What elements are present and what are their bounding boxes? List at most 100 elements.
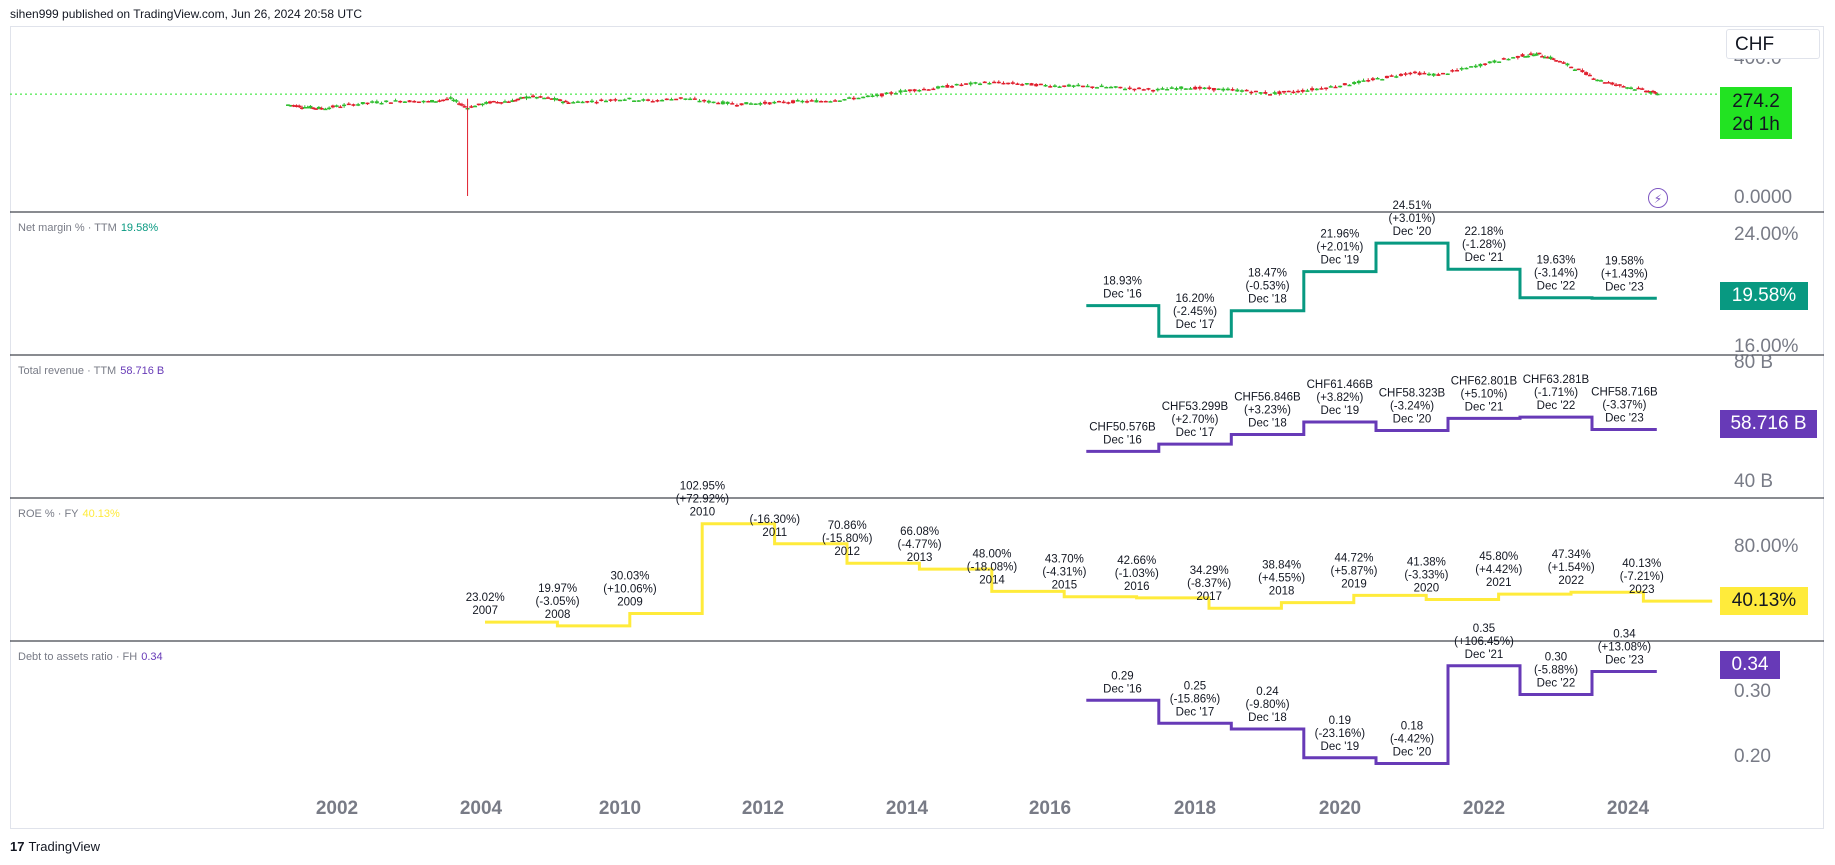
- roe-badge: 40.13%: [1720, 587, 1808, 615]
- candle-body: [1347, 84, 1352, 87]
- candle-body: [828, 101, 833, 103]
- roe-label-12-1: (+5.87%): [1331, 565, 1378, 577]
- candle-body: [1445, 73, 1450, 76]
- candle-body: [1006, 82, 1011, 85]
- lightning-icon[interactable]: ⚡: [1648, 188, 1668, 208]
- candle-body: [1333, 86, 1338, 89]
- candle-body: [926, 89, 931, 91]
- revenue-label-7-2: Dec '23: [1605, 412, 1644, 424]
- candle-body: [1551, 58, 1556, 60]
- candle-body: [342, 104, 347, 107]
- roe-label-10-2: 2017: [1196, 591, 1222, 603]
- revenue-label-2-1: (+3.23%): [1244, 405, 1291, 417]
- candle-body: [327, 107, 332, 110]
- candle-body: [518, 97, 523, 99]
- chart-frame: [10, 26, 1824, 829]
- candle-body: [1310, 88, 1315, 91]
- roe-label-9-0: 42.66%: [1117, 555, 1156, 567]
- net-margin-label-6-2: Dec '22: [1537, 281, 1576, 293]
- candle-body: [1338, 85, 1343, 88]
- roe-label-16-0: 40.13%: [1622, 558, 1661, 570]
- revenue-label-7-1: (-3.37%): [1602, 399, 1646, 411]
- candle-body: [1356, 80, 1361, 84]
- candle-body: [1277, 91, 1282, 94]
- revenue-label-4-2: Dec '20: [1393, 414, 1432, 426]
- roe-label-2-1: (+10.06%): [603, 583, 657, 595]
- roe-label-8-0: 43.70%: [1045, 554, 1084, 566]
- candle-body: [655, 100, 660, 102]
- candle-body: [1216, 88, 1221, 91]
- candle-body: [1487, 61, 1492, 64]
- revenue-title-text: Total revenue · TTM: [18, 365, 117, 377]
- roe-label-10-0: 34.29%: [1190, 565, 1229, 577]
- candle-body: [360, 102, 365, 105]
- candle-body: [851, 97, 856, 100]
- candle-body: [1648, 92, 1653, 94]
- candle-body: [875, 94, 880, 97]
- roe-label-3-1: (+72.92%): [676, 494, 730, 506]
- candle-body: [1375, 77, 1380, 80]
- currency-button[interactable]: CHF: [1726, 29, 1820, 59]
- roe-label-4-0: (-16.30%): [750, 514, 801, 526]
- roe-label-12-0: 44.72%: [1334, 552, 1373, 564]
- debt-title-value: 0.34: [141, 651, 163, 663]
- debt-label-3-0: 0.19: [1329, 715, 1351, 727]
- roe-label-12-2: 2019: [1341, 578, 1367, 590]
- candle-body: [912, 89, 917, 92]
- candle-body: [1464, 67, 1469, 70]
- candle-body: [931, 88, 936, 91]
- candle-body: [884, 92, 889, 95]
- roe-label-2-0: 30.03%: [610, 570, 649, 582]
- candle-body: [1183, 88, 1188, 90]
- revenue-badge: 58.716 B: [1720, 410, 1817, 438]
- candle-body: [660, 99, 665, 102]
- candle-body: [1137, 87, 1142, 90]
- candle-body: [599, 99, 604, 102]
- debt-label-2-1: (-9.80%): [1245, 699, 1289, 711]
- candle-body: [1398, 73, 1403, 76]
- x-axis-tick-2004: 2004: [460, 798, 503, 819]
- candle-body: [545, 97, 550, 99]
- candle-body: [800, 100, 805, 103]
- candle-body: [459, 104, 464, 106]
- roe-label-14-0: 45.80%: [1479, 551, 1518, 563]
- candle-body: [739, 103, 744, 106]
- candle-body: [1071, 85, 1076, 87]
- candle-body: [1403, 73, 1408, 75]
- revenue-label-2-2: Dec '18: [1248, 418, 1287, 430]
- revenue-step-line: [1086, 415, 1657, 453]
- candle-body: [1417, 72, 1422, 75]
- debt-label-7-0: 0.34: [1613, 629, 1636, 641]
- candle-body: [1548, 56, 1553, 60]
- candle-body: [805, 101, 810, 103]
- debt-label-0-1: Dec '16: [1103, 683, 1142, 695]
- debt-label-0-0: 0.29: [1111, 670, 1133, 682]
- candle-body: [1478, 63, 1483, 67]
- candle-body: [1473, 65, 1478, 68]
- candle-body: [1038, 83, 1043, 86]
- candle-body: [650, 101, 655, 103]
- candle-body: [762, 101, 767, 104]
- candle-body: [1291, 91, 1296, 94]
- net-margin-label-2-2: Dec '18: [1248, 294, 1287, 306]
- candle-body: [308, 105, 313, 109]
- candle-body: [294, 105, 299, 108]
- roe-label-3-0: 102.95%: [680, 481, 725, 493]
- net-margin-step-line: [1086, 241, 1657, 338]
- candle-body: [725, 101, 730, 104]
- candle-body: [744, 102, 749, 105]
- candle-body: [870, 95, 875, 97]
- candle-body: [473, 105, 478, 108]
- candle-body: [1202, 87, 1207, 90]
- net-margin-label-1-2: Dec '17: [1176, 319, 1215, 331]
- last-price-badge: 274.2 2d 1h: [1720, 87, 1792, 139]
- candle-body: [758, 103, 763, 105]
- candle-body: [549, 98, 554, 100]
- candle-body: [1258, 92, 1263, 94]
- candle-body: [558, 99, 563, 102]
- debt-label-6-1: (-5.88%): [1534, 665, 1578, 677]
- candle-body: [1020, 84, 1025, 86]
- candle-body: [1431, 73, 1436, 76]
- candle-body: [1655, 93, 1660, 96]
